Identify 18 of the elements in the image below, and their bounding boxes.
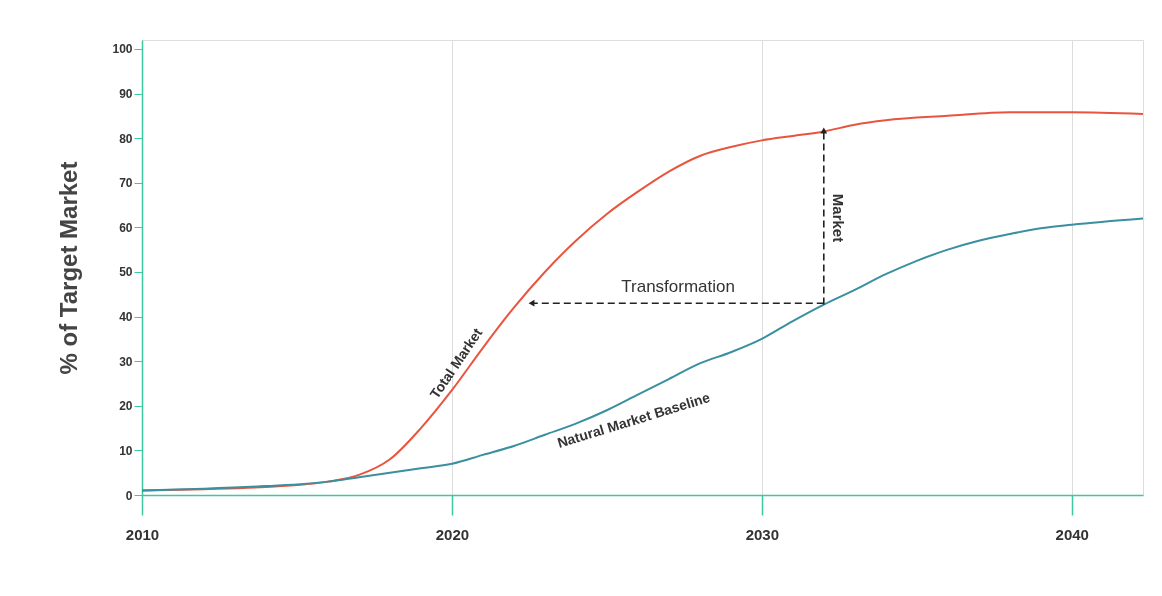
y-tick-label: 50 [119,265,133,280]
y-tick-label: 70 [119,176,133,191]
x-tick-label: 2030 [745,525,779,543]
y-axis-title: % of Target Market [55,161,83,375]
y-tick-label: 90 [119,87,133,102]
y-tick-label: 20 [119,399,133,414]
y-tick-label: 0 [125,488,133,503]
y-tick-label: 100 [112,42,133,57]
y-tick-label: 60 [119,220,133,235]
annotation: Market [829,193,847,243]
annotation: Transformation [621,277,735,297]
x-tick-label: 2040 [1055,525,1089,543]
x-tick-label: 2020 [435,525,470,543]
y-tick-label: 30 [119,354,133,369]
y-tick-label: 40 [119,310,133,325]
y-tick-label: 10 [119,443,133,458]
x-tick-label: 2010 [125,525,160,543]
y-tick-label: 80 [119,131,133,146]
